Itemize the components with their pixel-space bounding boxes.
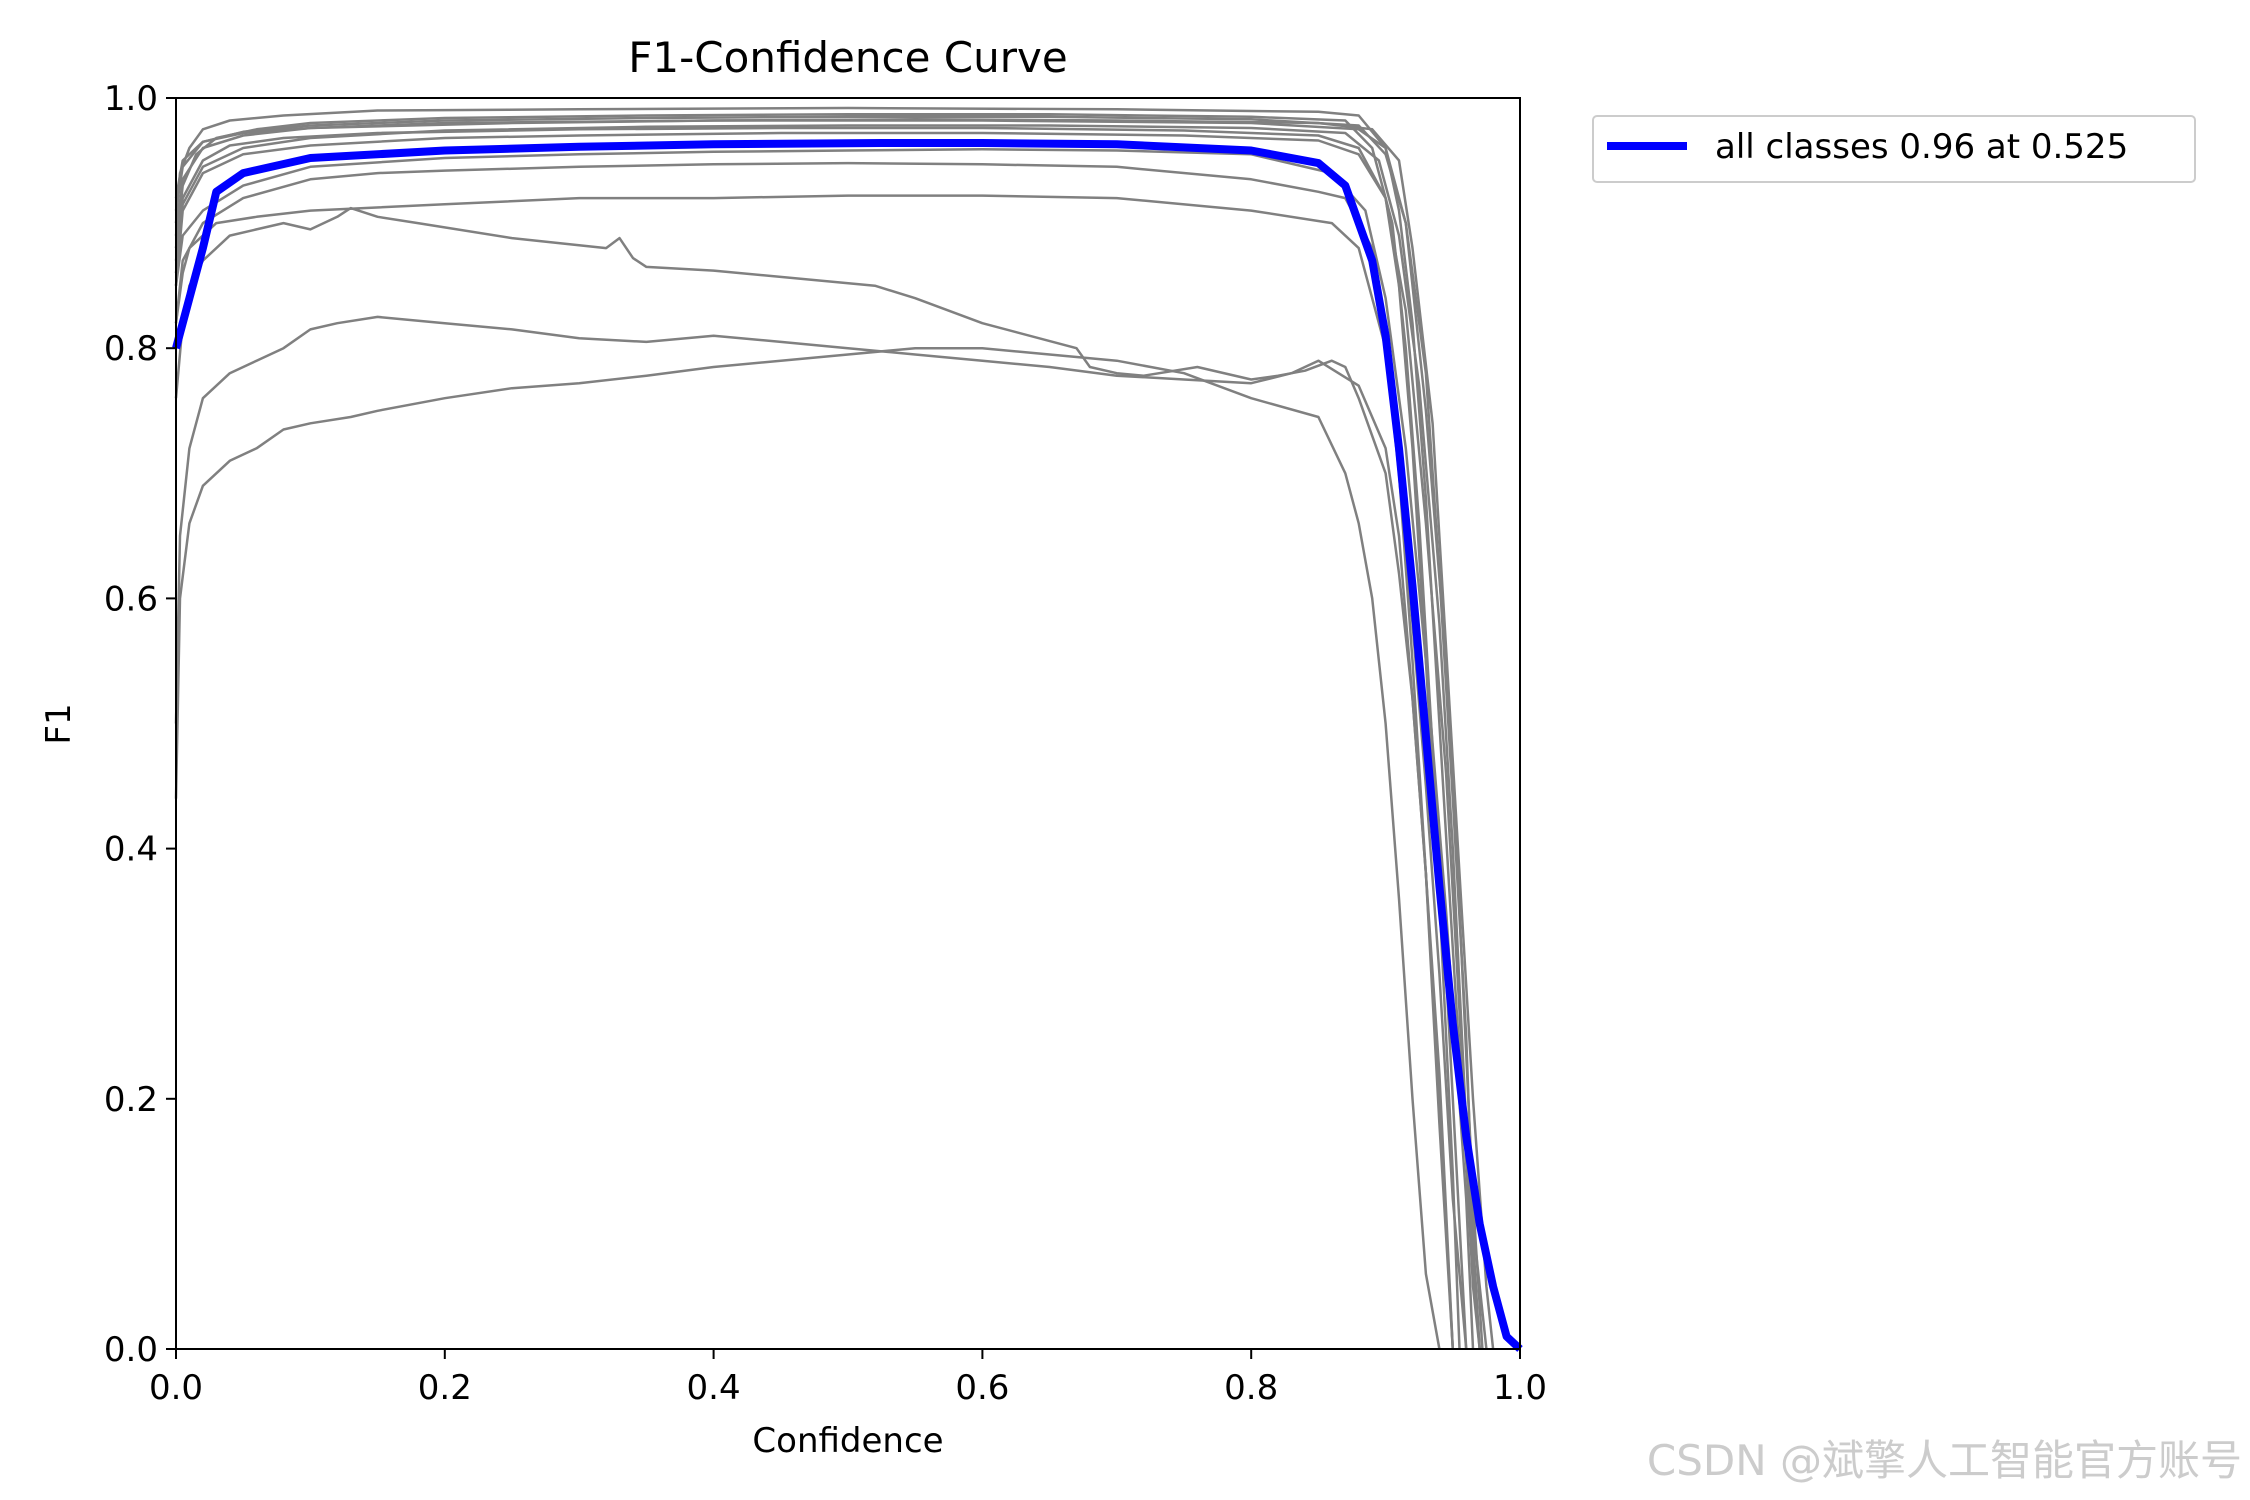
series-line-class-2 [174, 113, 1468, 1350]
x-axis-label: Confidence [752, 1421, 943, 1461]
series-line-class-12 [174, 206, 1455, 1350]
series-line-class-11 [174, 161, 1455, 1350]
y-axis-label: F1 [39, 703, 79, 744]
x-tick-label: 0.2 [418, 1368, 472, 1408]
y-tick-label: 0.0 [104, 1330, 158, 1370]
legend-label-all-classes: all classes 0.96 at 0.525 [1715, 127, 2128, 167]
x-tick-label: 0.8 [1224, 1368, 1278, 1408]
series-line-all-classes [172, 139, 1523, 1352]
series-line-class-14 [174, 346, 1441, 1350]
x-tick-label: 0.6 [955, 1368, 1009, 1408]
y-tick-label: 0.2 [104, 1080, 158, 1120]
series-line-class-1 [174, 106, 1481, 1350]
x-tick-label: 0.4 [687, 1368, 741, 1408]
series-line-class-7 [174, 119, 1484, 1350]
y-tick-label: 1.0 [104, 79, 158, 119]
series-line-class-4 [174, 131, 1461, 1350]
series-line-class-5 [174, 118, 1495, 1350]
legend-box [1592, 115, 2196, 183]
x-tick-label: 0.0 [149, 1368, 203, 1408]
series-line-class-3 [174, 115, 1488, 1350]
legend: all classes 0.96 at 0.525 [1592, 115, 2196, 183]
x-tick-label: 1.0 [1493, 1368, 1547, 1408]
y-tick-label: 0.6 [104, 579, 158, 619]
series-line-class-8 [174, 126, 1481, 1350]
series-line-class-13 [174, 315, 1455, 1350]
series-line-class-9 [174, 148, 1475, 1350]
all-classes-curve [172, 139, 1523, 1352]
plot-frame [175, 97, 1521, 1350]
x-axis-ticks: 0.0 0.2 0.4 0.6 0.8 1.0 [149, 1349, 1547, 1408]
y-tick-label: 0.4 [104, 830, 158, 870]
chart-title: F1-Confidence Curve [628, 33, 1067, 82]
watermark: CSDN @斌擎人工智能官方账号 [1646, 1436, 2242, 1485]
series-line-class-6 [174, 124, 1481, 1350]
series-line-class-10 [174, 194, 1468, 1350]
class-curves [174, 106, 1495, 1350]
y-tick-label: 0.8 [104, 329, 158, 369]
y-axis-ticks: 0.0 0.2 0.4 0.6 0.8 1.0 [104, 79, 176, 1370]
